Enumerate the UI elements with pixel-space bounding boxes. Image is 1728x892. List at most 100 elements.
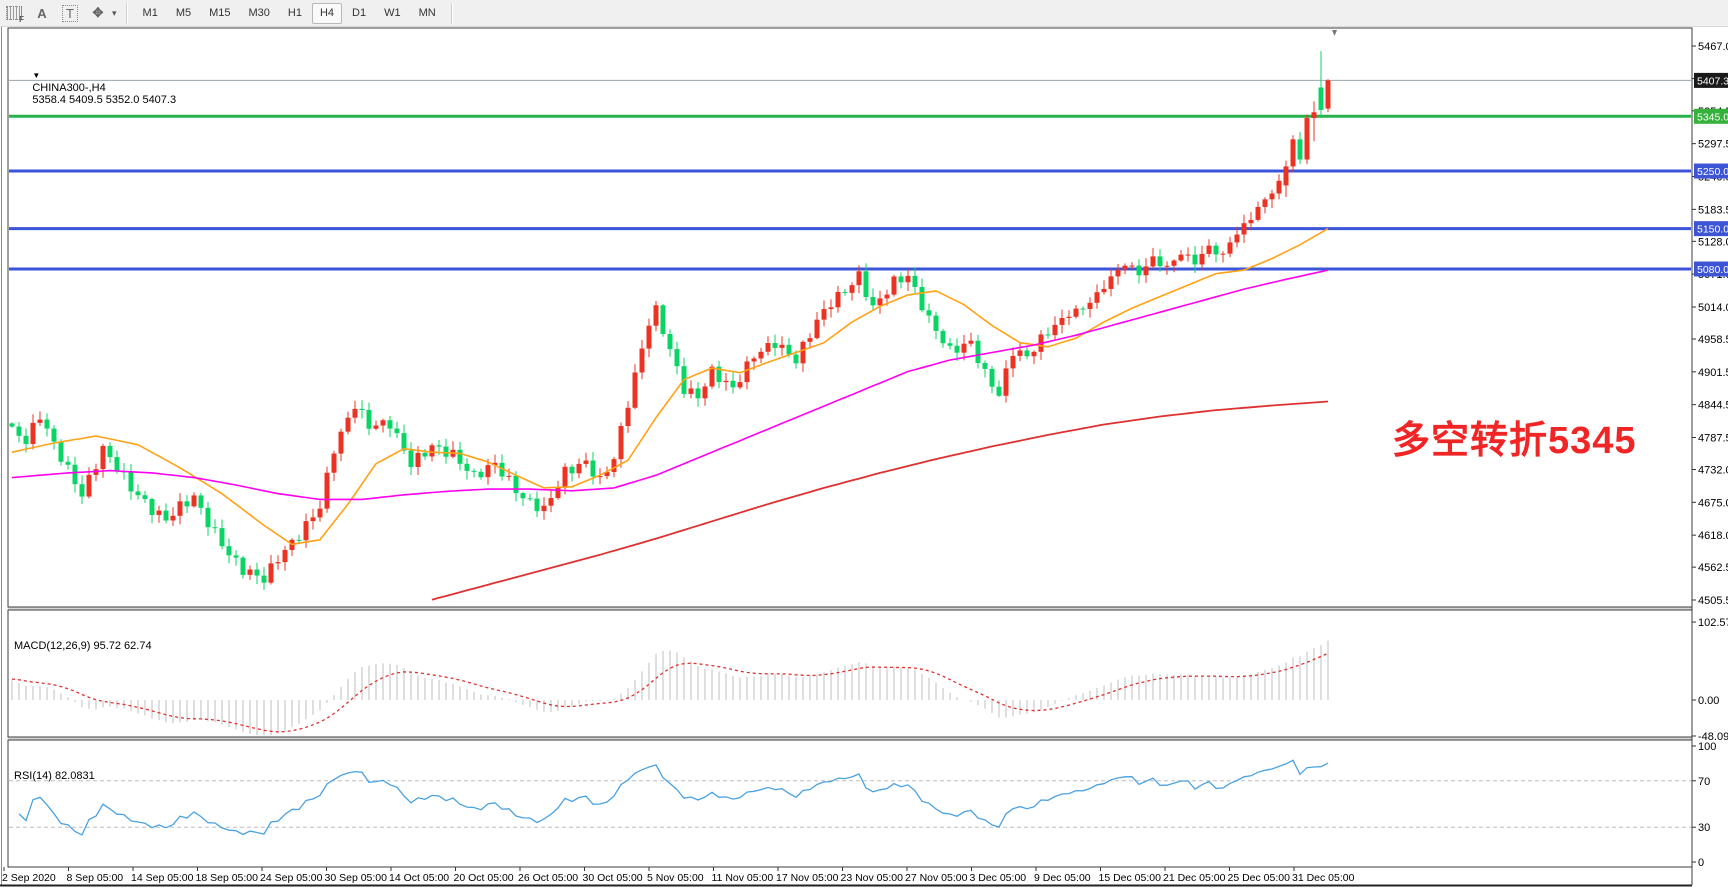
candle-body	[961, 343, 967, 353]
candle-body	[800, 341, 806, 364]
ma-slow-line	[431, 400, 1329, 601]
dropdown-caret-icon[interactable]: ▾	[112, 7, 117, 18]
candle-body	[296, 539, 302, 541]
candle-body	[1178, 254, 1184, 261]
price-scale[interactable]: 5467.05410.55354.55297.55240.55183.55128…	[1691, 28, 1728, 885]
timeframe-button-m30[interactable]: M30	[248, 6, 270, 19]
candle-body	[492, 462, 498, 466]
symbol-dropdown-arrow[interactable]: ▼	[32, 71, 41, 80]
candle-body	[765, 343, 771, 352]
chart-shift-marker-icon[interactable]	[1332, 30, 1337, 36]
candle-body	[233, 555, 239, 558]
candle-body	[72, 464, 78, 485]
candle-body	[1220, 253, 1226, 255]
candle-body	[751, 358, 757, 362]
candle-body	[842, 291, 848, 293]
candle-body	[590, 460, 596, 477]
candle-body	[247, 569, 253, 575]
time-scale[interactable]: 2 Sep 2020 8 Sep 05:00 14 Sep 05:00 18 Sep …	[2, 867, 1355, 884]
candle-body	[261, 575, 267, 583]
timeframe-button-d1[interactable]: D1	[352, 6, 367, 19]
candle-body	[828, 307, 834, 310]
chart-text-annotation[interactable]: 多空转折5345	[1392, 420, 1637, 462]
rsi-tick-label: 100	[1698, 741, 1716, 753]
price-tick-label: 4675.0	[1698, 497, 1728, 509]
ma-fast-line	[11, 227, 1329, 546]
candle-body	[37, 419, 43, 423]
price-tick-label: 4901.5	[1698, 367, 1728, 379]
time-tick-label: 23 Nov 05:00	[841, 872, 904, 884]
candle-body	[772, 343, 778, 348]
candle-body	[1010, 355, 1016, 369]
macd-tick-label: 102.57	[1698, 617, 1728, 629]
candle-body	[814, 319, 820, 339]
candle-body	[513, 475, 519, 494]
candle-body	[1157, 256, 1163, 267]
timeframe-button-m5[interactable]: M5	[175, 6, 192, 19]
candle-body	[583, 460, 589, 464]
candle-body	[674, 349, 680, 367]
candle-body	[401, 433, 407, 451]
candle-body	[1136, 265, 1142, 276]
timeframe-button-mn[interactable]: MN	[418, 6, 436, 19]
candle-body	[240, 557, 246, 575]
candle-body	[737, 382, 743, 388]
candle-body	[317, 508, 323, 518]
candle-body	[1213, 245, 1219, 255]
candle-body	[198, 495, 204, 508]
candle-body	[604, 472, 610, 477]
templates-grid-icon[interactable]: F	[2, 3, 26, 24]
main-panel	[7, 27, 1693, 608]
candle-body	[114, 457, 120, 472]
candle-body	[562, 466, 568, 488]
candle-body	[905, 275, 911, 283]
candle-body	[877, 298, 883, 306]
toolbar-separator	[450, 2, 453, 24]
candle-body	[688, 388, 694, 394]
price-tick-label: 4844.5	[1698, 400, 1728, 412]
candle-body	[1206, 245, 1212, 254]
macd-panel	[7, 609, 1693, 738]
price-badge-label: 5250.0	[1697, 166, 1728, 178]
candle-body	[338, 431, 344, 454]
price-badge-label: 5080.0	[1697, 264, 1728, 276]
arrow-tools-icon[interactable]: ✥	[92, 5, 104, 20]
candle-body	[359, 408, 365, 410]
candle-body	[205, 507, 211, 528]
candle-body	[632, 372, 638, 408]
price-tick-label: 4787.5	[1698, 433, 1728, 445]
timeframe-button-m15[interactable]: M15	[209, 6, 231, 19]
panel-splitter[interactable]	[8, 607, 1692, 610]
candle-body	[457, 449, 463, 464]
panel-splitter[interactable]	[8, 737, 1692, 740]
rsi-panel	[7, 739, 1693, 868]
candle-body	[345, 417, 351, 432]
candle-body	[1045, 334, 1051, 336]
macd-signal-line	[11, 652, 1329, 733]
timeframe-button-h1[interactable]: H1	[287, 6, 302, 19]
candle-body	[597, 476, 603, 478]
text-box-icon[interactable]: T	[58, 3, 82, 24]
timeframe-button-h4[interactable]: H4	[311, 2, 343, 24]
candle-body	[1290, 139, 1296, 167]
timeframe-button-m1[interactable]: M1	[142, 6, 158, 19]
candle-body	[352, 408, 358, 418]
candle-body	[863, 271, 869, 298]
chart-canvas[interactable]: 5467.05410.55354.55297.55240.55183.55128…	[0, 27, 1728, 892]
timeframe-button-w1[interactable]: W1	[384, 6, 401, 19]
candle-body	[1080, 308, 1086, 310]
candle-body	[1325, 80, 1331, 109]
price-tick-label: 4505.5	[1698, 595, 1728, 607]
candle-body	[331, 453, 337, 473]
price-badge-label: 5150.0	[1697, 224, 1728, 236]
candle-body	[702, 386, 708, 399]
text-label-icon[interactable]: A	[37, 5, 47, 21]
chart-area[interactable]: ▼ CHINA300-,H4 5358.4 5409.5 5352.0 5407…	[0, 27, 1728, 892]
candle-body	[1164, 265, 1170, 267]
candle-body	[520, 493, 526, 499]
candle-body	[1304, 118, 1310, 160]
candle-body	[478, 471, 484, 478]
time-tick-label: 18 Sep 05:00	[196, 872, 259, 884]
candle-body	[884, 294, 890, 299]
